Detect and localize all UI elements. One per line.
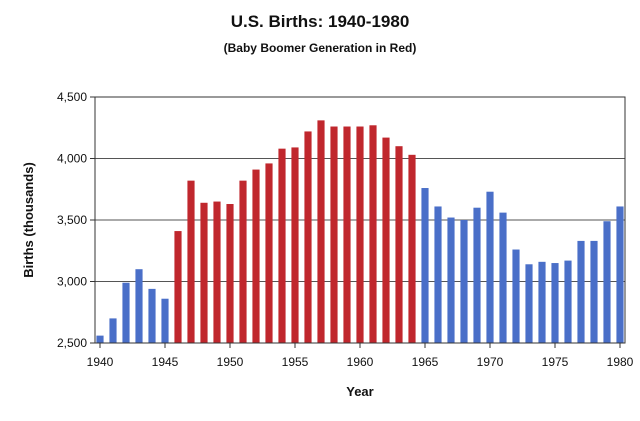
bar-1965 [421, 188, 429, 343]
y-tick-label: 4,500 [57, 90, 87, 104]
bar-1962 [382, 137, 390, 343]
bar-1959 [343, 126, 351, 344]
bar-1946 [174, 231, 182, 343]
bar-1977 [577, 240, 585, 343]
chart-title: U.S. Births: 1940-1980 [230, 12, 410, 31]
bar-1954 [278, 148, 286, 343]
x-tick-label: 1945 [152, 355, 179, 369]
x-tick-label: 1980 [607, 355, 634, 369]
bar-1978 [590, 240, 598, 343]
x-tick-label: 1970 [477, 355, 504, 369]
x-tick-label: 1955 [282, 355, 309, 369]
bar-1980 [616, 206, 624, 343]
x-tick-label: 1975 [542, 355, 569, 369]
bar-1940 [96, 335, 104, 343]
bar-1945 [161, 298, 169, 343]
axes [90, 96, 626, 348]
bar-1951 [239, 180, 247, 343]
bar-1943 [135, 269, 143, 343]
bar-1957 [317, 120, 325, 344]
bar-1950 [226, 204, 234, 343]
y-tick-label: 2,500 [57, 336, 87, 350]
y-tick-label: 4,000 [57, 152, 87, 166]
x-tick-label: 1960 [347, 355, 374, 369]
x-tick-label: 1940 [87, 355, 114, 369]
x-tick-label: 1965 [412, 355, 439, 369]
bar-1952 [252, 169, 260, 343]
bar-1979 [603, 221, 611, 343]
bar-1958 [330, 126, 338, 344]
bar-1944 [148, 288, 156, 343]
bar-1966 [434, 206, 442, 343]
x-tick-label: 1950 [217, 355, 244, 369]
bar-1975 [551, 263, 559, 343]
bar-1961 [369, 125, 377, 343]
bar-1956 [304, 131, 312, 343]
bar-1973 [525, 264, 533, 343]
x-axis-title: Year [346, 384, 373, 399]
tick-labels: 2,500 3,000 3,500 4,000 4,500 1940 1945 1950 195… [57, 90, 634, 369]
bars [96, 120, 624, 344]
bar-1969 [473, 207, 481, 343]
y-tick-label: 3,000 [57, 275, 87, 289]
bar-1949 [213, 201, 221, 343]
bar-1963 [395, 146, 403, 343]
bar-1948 [200, 202, 208, 343]
bar-1953 [265, 163, 273, 343]
bar-1974 [538, 261, 546, 343]
bar-1976 [564, 260, 572, 343]
bar-1970 [486, 191, 494, 343]
chart-subtitle: (Baby Boomer Generation in Red) [223, 41, 417, 55]
bar-1964 [408, 154, 416, 343]
bar-1971 [499, 212, 507, 343]
bar-1941 [109, 318, 117, 343]
y-axis-title: Births (thousands) [21, 162, 36, 278]
bar-1942 [122, 282, 130, 343]
bar-1967 [447, 217, 455, 343]
bar-1960 [356, 126, 364, 344]
bar-1972 [512, 249, 520, 343]
y-tick-label: 3,500 [57, 213, 87, 227]
bar-1968 [460, 220, 468, 343]
bar-1947 [187, 180, 195, 343]
bar-1955 [291, 147, 299, 343]
